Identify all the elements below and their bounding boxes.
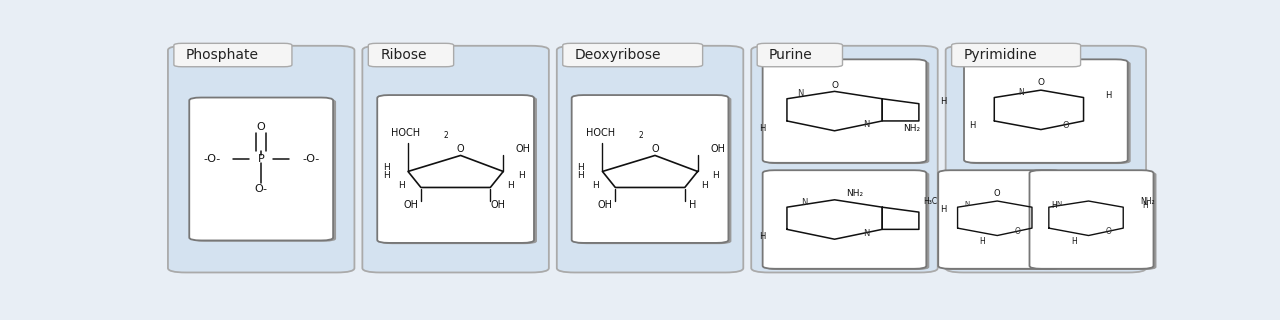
FancyBboxPatch shape: [369, 43, 453, 67]
FancyBboxPatch shape: [575, 96, 731, 244]
Text: H: H: [1105, 91, 1111, 100]
Text: H: H: [969, 121, 975, 130]
FancyBboxPatch shape: [765, 60, 929, 164]
Text: H₃C: H₃C: [924, 196, 938, 205]
Text: -O-: -O-: [204, 154, 220, 164]
Text: H: H: [577, 163, 584, 172]
FancyBboxPatch shape: [362, 46, 549, 273]
Text: O: O: [1037, 78, 1044, 87]
FancyBboxPatch shape: [192, 99, 337, 242]
Text: O: O: [1014, 227, 1020, 236]
FancyBboxPatch shape: [966, 60, 1130, 164]
Text: N: N: [965, 201, 970, 207]
Text: N: N: [801, 198, 808, 207]
Text: HOCH: HOCH: [392, 128, 420, 138]
Text: N: N: [1056, 201, 1061, 207]
Text: OH: OH: [403, 200, 419, 210]
Text: H: H: [941, 205, 947, 214]
Text: O: O: [995, 189, 1001, 198]
Text: Pyrimidine: Pyrimidine: [964, 48, 1037, 62]
Text: N: N: [863, 120, 869, 129]
Text: N: N: [1018, 88, 1024, 97]
FancyBboxPatch shape: [168, 46, 355, 273]
FancyBboxPatch shape: [378, 95, 534, 243]
Text: H: H: [941, 97, 947, 106]
FancyBboxPatch shape: [938, 170, 1062, 269]
FancyBboxPatch shape: [563, 43, 703, 67]
Text: O: O: [652, 144, 659, 154]
Text: H: H: [979, 237, 986, 246]
Text: H: H: [759, 124, 765, 133]
Text: H: H: [593, 181, 599, 190]
FancyBboxPatch shape: [765, 172, 929, 270]
Text: P: P: [257, 154, 265, 164]
Text: H: H: [517, 171, 525, 180]
Text: NH₂: NH₂: [1140, 196, 1156, 205]
Text: N: N: [863, 228, 869, 237]
FancyBboxPatch shape: [946, 46, 1146, 273]
Text: H: H: [398, 181, 404, 190]
FancyBboxPatch shape: [763, 170, 927, 269]
Text: H: H: [383, 172, 389, 180]
Text: OH: OH: [516, 144, 531, 154]
FancyBboxPatch shape: [763, 59, 927, 163]
FancyBboxPatch shape: [557, 46, 744, 273]
Text: OH: OH: [598, 200, 613, 210]
Text: 2: 2: [639, 131, 643, 140]
Text: H: H: [1142, 202, 1148, 211]
Text: Purine: Purine: [769, 48, 813, 62]
Text: H: H: [507, 181, 513, 190]
Text: H: H: [1071, 237, 1076, 246]
Text: Deoxyribose: Deoxyribose: [575, 48, 662, 62]
FancyBboxPatch shape: [572, 95, 728, 243]
Text: O: O: [257, 122, 265, 132]
Text: H: H: [759, 232, 765, 241]
FancyBboxPatch shape: [189, 98, 333, 240]
Text: H: H: [1051, 201, 1057, 210]
Text: Ribose: Ribose: [380, 48, 426, 62]
Text: H: H: [712, 171, 719, 180]
Text: N: N: [796, 89, 803, 98]
Text: 2: 2: [444, 131, 448, 140]
Text: H: H: [701, 181, 708, 190]
FancyBboxPatch shape: [1029, 170, 1153, 269]
Text: O: O: [831, 81, 838, 90]
Text: O: O: [1106, 227, 1111, 236]
Text: O: O: [1062, 121, 1069, 130]
FancyBboxPatch shape: [1033, 172, 1156, 270]
FancyBboxPatch shape: [964, 59, 1128, 163]
Text: O: O: [457, 144, 465, 154]
Text: -O-: -O-: [302, 154, 320, 164]
FancyBboxPatch shape: [951, 43, 1080, 67]
Text: O-: O-: [255, 184, 268, 194]
Text: H: H: [689, 200, 696, 210]
FancyBboxPatch shape: [758, 43, 842, 67]
FancyBboxPatch shape: [751, 46, 938, 273]
Text: HOCH: HOCH: [585, 128, 614, 138]
Text: H: H: [577, 172, 584, 180]
Text: OH: OH: [490, 200, 506, 210]
Text: H: H: [383, 163, 389, 172]
FancyBboxPatch shape: [380, 96, 538, 244]
FancyBboxPatch shape: [174, 43, 292, 67]
Text: OH: OH: [710, 144, 724, 154]
Text: NH₂: NH₂: [846, 189, 863, 198]
Text: Phosphate: Phosphate: [186, 48, 259, 62]
Text: NH₂: NH₂: [904, 124, 920, 133]
FancyBboxPatch shape: [941, 172, 1065, 270]
